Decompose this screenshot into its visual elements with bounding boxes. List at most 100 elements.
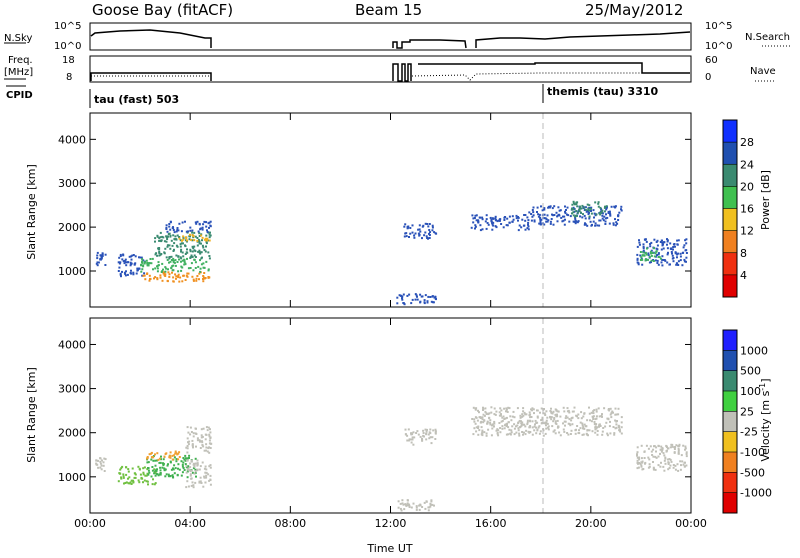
velocity-point (651, 454, 654, 456)
power-point (204, 277, 207, 279)
power-point (428, 229, 431, 231)
velocity-point (493, 407, 496, 410)
velocity-point (677, 469, 680, 472)
power-point (162, 236, 165, 239)
nave-tick-bottom: 0 (705, 72, 711, 83)
power-colorbar-tick-label: 24 (740, 158, 754, 171)
velocity-point (650, 450, 653, 453)
power-region-11 (571, 200, 608, 218)
velocity-colorbar-step (723, 472, 737, 494)
velocity-point (563, 420, 566, 423)
velocity-point (677, 449, 680, 452)
velocity-point (566, 410, 569, 413)
velocity-point (486, 421, 489, 424)
velocity-point (583, 412, 586, 415)
power-point (191, 245, 194, 248)
velocity-point (127, 477, 129, 480)
power-point (162, 268, 164, 271)
power-point (660, 261, 663, 264)
velocity-point (198, 468, 201, 471)
velocity-point (553, 416, 556, 419)
power-point (168, 257, 171, 260)
power-point (193, 245, 196, 248)
velocity-point (185, 446, 188, 449)
nsky-tick-top: 10^5 (54, 21, 81, 32)
velocity-point (200, 482, 203, 484)
velocity-point (186, 470, 189, 473)
velocity-point (573, 406, 576, 409)
power-point (636, 257, 639, 260)
velocity-colorbar-frame (722, 329, 738, 514)
velocity-point (595, 410, 598, 413)
velocity-point (647, 447, 650, 450)
nave-tick-top: 60 (705, 55, 718, 66)
velocity-point (498, 422, 501, 424)
velocity-point (509, 415, 512, 418)
power-point (429, 296, 432, 298)
power-point (679, 255, 682, 258)
power-point (598, 224, 601, 227)
power-point (568, 220, 571, 223)
velocity-point (117, 480, 120, 483)
power-point (532, 206, 535, 209)
power-point (169, 228, 172, 231)
date-title: 25/May/2012 (585, 1, 683, 19)
power-point (608, 212, 611, 215)
velocity-point (132, 481, 135, 484)
velocity-point (578, 429, 580, 432)
velocity-point (429, 428, 432, 431)
velocity-point (509, 432, 512, 435)
power-point (521, 218, 524, 221)
velocity-point (182, 461, 185, 464)
velocity-point (619, 430, 622, 433)
power-point (192, 247, 195, 250)
power-point (676, 256, 678, 259)
power-point (165, 235, 168, 238)
velocity-point (596, 430, 599, 432)
power-point (418, 224, 421, 227)
velocity-point (507, 421, 510, 424)
power-point (600, 208, 603, 211)
velocity-point (639, 462, 642, 465)
velocity-point (191, 444, 194, 447)
power-point (551, 213, 553, 216)
velocity-point (526, 421, 529, 424)
velocity-point (683, 465, 686, 468)
power-point (193, 254, 196, 257)
velocity-point (584, 425, 587, 428)
power-point (494, 225, 497, 228)
power-point (145, 259, 148, 262)
velocity-point (677, 447, 680, 450)
velocity-point (146, 468, 149, 471)
power-point (549, 220, 552, 223)
velocity-point (504, 424, 506, 427)
power-region-2 (142, 271, 211, 283)
velocity-point (488, 417, 491, 420)
velocity-point (513, 427, 516, 430)
velocity-point (484, 410, 487, 413)
velocity-point (425, 500, 428, 503)
velocity-point (554, 422, 557, 425)
power-point (424, 222, 427, 225)
velocity-point (596, 426, 599, 429)
velocity-point (178, 456, 181, 458)
power-point (198, 272, 201, 275)
velocity-point (410, 433, 413, 436)
velocity-point (613, 433, 616, 436)
power-point (511, 220, 514, 223)
velocity-point (142, 473, 145, 476)
power-point (504, 216, 506, 218)
velocity-point (491, 427, 494, 430)
power-point (195, 279, 198, 282)
velocity-point (205, 446, 208, 449)
velocity-point (130, 479, 133, 482)
velocity-point (480, 426, 483, 429)
power-point (683, 260, 686, 263)
velocity-point (489, 421, 492, 424)
power-point (660, 248, 663, 251)
velocity-colorbar-step (723, 452, 737, 473)
velocity-point (614, 413, 617, 416)
velocity-point (408, 506, 411, 508)
power-point (423, 301, 426, 304)
power-point (209, 234, 212, 237)
